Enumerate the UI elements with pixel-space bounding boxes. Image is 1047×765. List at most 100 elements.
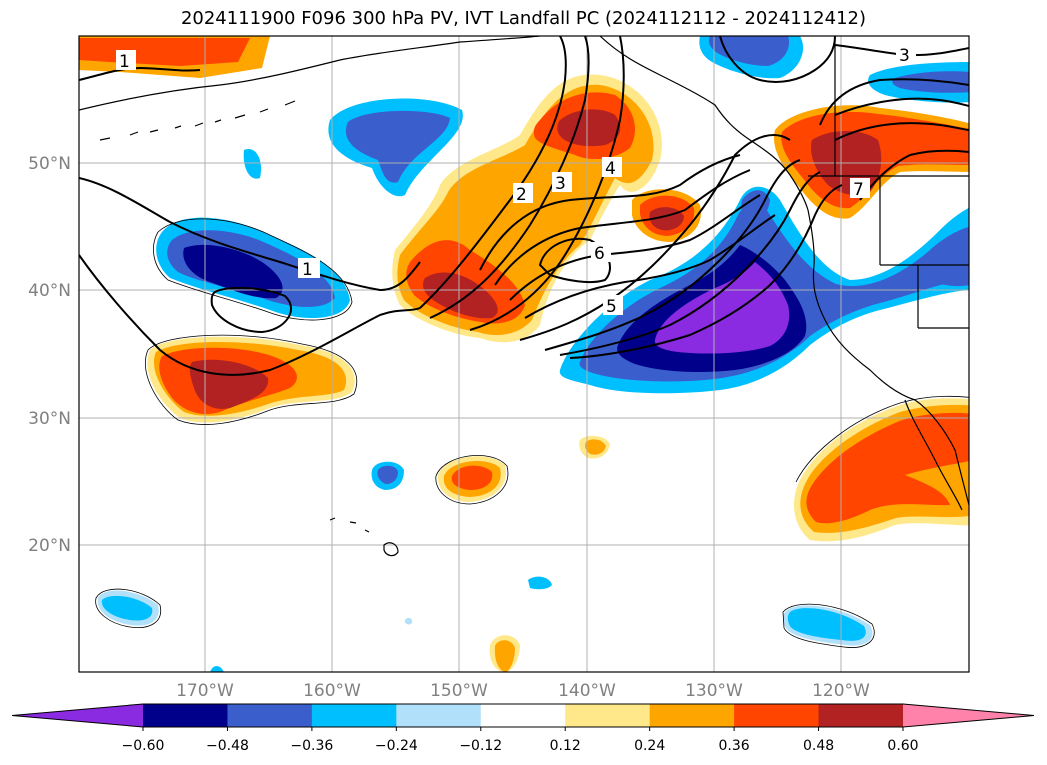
contour-label-2: 2 bbox=[516, 185, 527, 205]
contour-line-nested bbox=[479, 154, 741, 271]
lon-tick-label: 140°W bbox=[558, 681, 616, 701]
colorbar-swatch bbox=[480, 704, 566, 727]
thin-outline-contour bbox=[153, 218, 353, 321]
contour-label-1: 1 bbox=[302, 260, 313, 280]
lon-tick-label: 150°W bbox=[430, 681, 488, 701]
lat-tick-label: 40°N bbox=[28, 281, 71, 301]
contour-line-topleft bbox=[79, 66, 201, 81]
contour-line-top bbox=[719, 36, 836, 83]
contour-line-1c bbox=[210, 286, 292, 334]
negative-anomaly-region bbox=[345, 110, 450, 183]
colorbar-tick-label: 0.48 bbox=[803, 738, 834, 754]
lat-tick-label: 20°N bbox=[28, 536, 71, 556]
positive-anomaly-region bbox=[494, 640, 515, 672]
negative-anomaly-region bbox=[183, 244, 283, 299]
colorbar-extend-max bbox=[903, 704, 1034, 727]
state-border bbox=[879, 176, 969, 329]
negative-anomaly-region bbox=[528, 576, 552, 590]
contour-line-right bbox=[834, 122, 969, 141]
contour-line-1 bbox=[79, 177, 421, 292]
contour-label-4: 4 bbox=[605, 159, 616, 179]
colorbar-swatch bbox=[311, 704, 397, 727]
contour-label-topright: 3 bbox=[899, 46, 910, 66]
contour-label-topleft: 1 bbox=[119, 52, 130, 72]
contour-line-nested bbox=[524, 214, 776, 319]
negative-anomaly-region bbox=[787, 608, 866, 641]
baja-peninsula bbox=[904, 399, 963, 511]
negative-anomaly-region bbox=[377, 465, 398, 484]
latitude-axis-labels: 50°N 40°N 30°N 20°N bbox=[28, 154, 71, 556]
contour-line-1b bbox=[79, 254, 421, 376]
negative-anomaly-region bbox=[741, 190, 770, 221]
negative-anomaly-region bbox=[708, 36, 790, 66]
lat-tick-label: 30°N bbox=[28, 409, 71, 429]
thin-outline-contours bbox=[95, 218, 969, 648]
negative-anomaly-region bbox=[892, 71, 969, 93]
lon-tick-label: 170°W bbox=[176, 681, 234, 701]
contour-line-nested bbox=[509, 194, 761, 301]
colorbar-tick-label: −0.36 bbox=[290, 738, 333, 754]
colorbar-swatch bbox=[649, 704, 735, 727]
aleutian-islands bbox=[99, 100, 296, 141]
colorbar-swatch bbox=[143, 704, 228, 727]
thin-outline-contour bbox=[144, 334, 358, 425]
positive-anomaly-region bbox=[585, 439, 606, 455]
thin-outline-contour bbox=[782, 603, 875, 648]
contour-line-5 bbox=[519, 134, 791, 341]
colorbar-swatch bbox=[227, 704, 313, 727]
negative-anomaly-region bbox=[404, 617, 413, 625]
contour-line-7 bbox=[569, 184, 843, 359]
coastlines bbox=[79, 36, 969, 557]
contour-line-right bbox=[859, 149, 969, 201]
colorbar-swatch bbox=[565, 704, 651, 727]
contour-line-right bbox=[834, 97, 969, 116]
longitude-axis-labels: 170°W 160°W 150°W 140°W 130°W 120°W bbox=[176, 681, 870, 701]
colorbar-tick-label: −0.60 bbox=[122, 738, 165, 754]
gridlines bbox=[79, 36, 969, 672]
contour-line-nested bbox=[494, 169, 751, 286]
anomaly-fill-layer bbox=[79, 36, 969, 672]
colorbar-swatch bbox=[396, 704, 482, 727]
colorbar-tick-label: −0.48 bbox=[206, 738, 249, 754]
contour-line-6 bbox=[544, 159, 801, 351]
lon-tick-label: 130°W bbox=[685, 681, 743, 701]
contour-label-bg bbox=[602, 157, 622, 177]
alaska-coastline bbox=[79, 36, 541, 111]
contour-label-bg bbox=[896, 44, 916, 64]
bc-alaska-panhandle bbox=[599, 36, 809, 211]
negative-anomaly-region bbox=[210, 666, 224, 672]
negative-anomaly-region bbox=[243, 149, 262, 179]
positive-anomaly-region bbox=[422, 272, 498, 319]
positive-anomaly-region bbox=[451, 465, 493, 490]
thin-outline-contour bbox=[95, 588, 162, 629]
map-frame bbox=[78, 35, 970, 673]
contour-label-bg bbox=[850, 178, 870, 198]
contour-line-2 bbox=[419, 36, 567, 309]
hawaii-island bbox=[329, 517, 370, 533]
contour-label-7: 7 bbox=[853, 180, 864, 200]
us-west-coastline bbox=[807, 209, 969, 506]
negative-anomaly-region bbox=[101, 595, 153, 621]
colorbar-tick-label: 0.12 bbox=[550, 738, 581, 754]
contour-line-6b bbox=[559, 171, 821, 356]
colorbar-swatch bbox=[734, 704, 820, 727]
contour-labels: 1 2 3 4 5 6 7 1 3 bbox=[116, 44, 916, 317]
colorbar-tick-label: 0.36 bbox=[719, 738, 750, 754]
colorbar-tick-label: −0.24 bbox=[375, 738, 418, 754]
contour-label-bg bbox=[116, 50, 136, 70]
figure-title: 2024111900 F096 300 hPa PV, IVT Landfall… bbox=[180, 8, 867, 29]
thin-outline-contour bbox=[435, 455, 509, 505]
lon-tick-label: 160°W bbox=[303, 681, 361, 701]
contour-label-bg bbox=[603, 295, 623, 315]
colorbar-swatch bbox=[818, 704, 904, 727]
contour-label-5: 5 bbox=[606, 297, 617, 317]
colorbar-tick-label: 0.60 bbox=[887, 738, 918, 754]
contour-label-3: 3 bbox=[555, 174, 566, 194]
map-layers: 1 2 3 4 5 6 7 1 3 bbox=[79, 36, 969, 672]
contour-line-4 bbox=[469, 36, 625, 331]
contour-label-bg bbox=[298, 258, 320, 278]
negative-anomaly-region bbox=[654, 262, 790, 354]
lon-tick-label: 120°W bbox=[812, 681, 870, 701]
positive-anomaly-region bbox=[806, 412, 969, 524]
